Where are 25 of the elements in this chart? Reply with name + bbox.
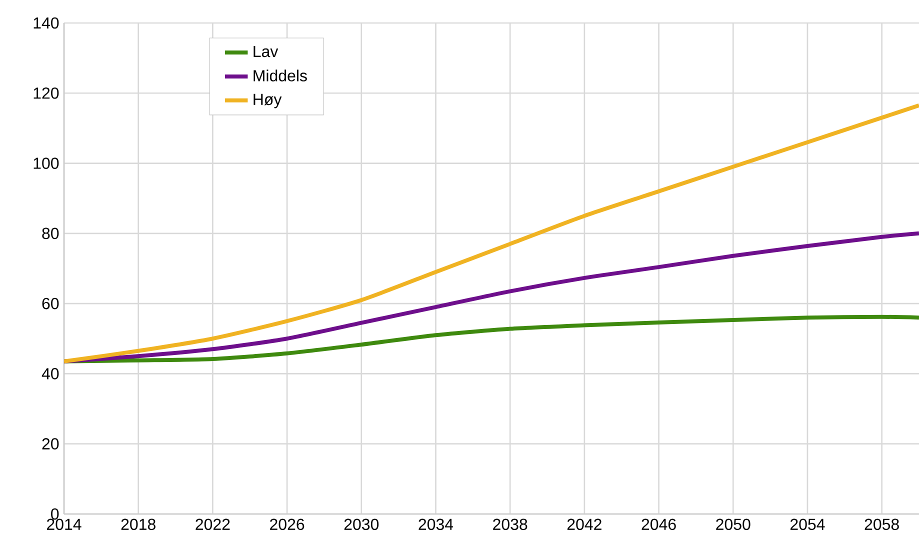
y-tick-label: 20 <box>42 438 59 450</box>
x-tick-label: 2014 <box>47 518 82 530</box>
y-tick-label: 80 <box>42 228 59 240</box>
x-tick-label: 2018 <box>121 518 156 530</box>
x-tick-label: 2058 <box>864 518 899 530</box>
line-series <box>64 314 919 364</box>
x-tick-label: 2030 <box>344 518 379 530</box>
x-tick-label: 2038 <box>493 518 528 530</box>
x-tick-label: 2022 <box>196 518 230 530</box>
x-tick-label: 2046 <box>642 518 676 530</box>
line-series <box>64 231 919 364</box>
y-tick-label: 40 <box>42 368 59 380</box>
y-tick-label: 100 <box>34 158 59 169</box>
x-tick-label: 2054 <box>790 518 825 530</box>
y-tick-label: 60 <box>42 298 59 310</box>
legend-label: Høy <box>254 94 282 108</box>
x-tick-label: 2042 <box>567 518 602 530</box>
x-tick-label: 2026 <box>270 518 304 530</box>
y-tick-label: 140 <box>34 17 59 29</box>
legend-label: Middels <box>254 70 307 82</box>
y-tick-label: 0 <box>51 508 59 520</box>
legend-label: Lav <box>254 46 278 58</box>
x-tick-label: 2050 <box>716 518 750 530</box>
x-tick-label: 2034 <box>418 518 454 530</box>
y-tick-label: 120 <box>34 87 59 99</box>
